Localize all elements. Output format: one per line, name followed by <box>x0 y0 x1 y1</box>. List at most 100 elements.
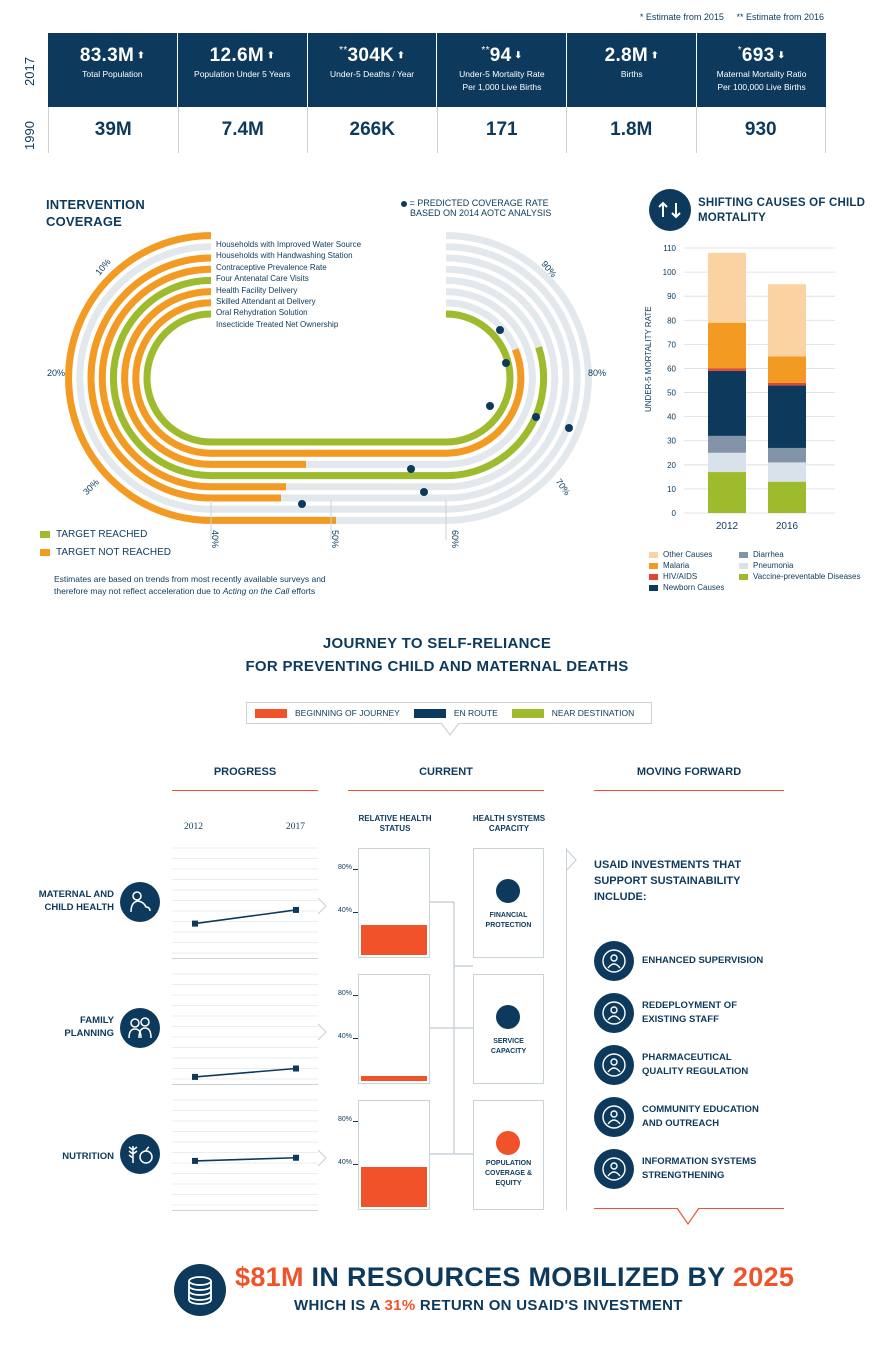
return-pct: 31% <box>384 1297 416 1314</box>
stat-cell-2017: 83.3M ⬆ Total Population <box>48 33 178 107</box>
legend-item: Diarrhea <box>739 550 784 559</box>
journey-legend: BEGINNING OF JOURNEY EN ROUTE NEAR DESTINA… <box>246 702 652 724</box>
progress-pointer <box>317 1023 327 1041</box>
y-tick-label: 50 <box>667 389 676 398</box>
causes-bar-chart: 0 10 20 30 40 50 60 70 80 90 100 110 2012 2016 <box>663 244 835 532</box>
journey-title-line2: FOR PREVENTING CHILD AND MATERNAL DEATHS <box>245 658 629 675</box>
x-tick-label: 2016 <box>776 521 799 532</box>
pct-80: 80% <box>588 368 607 378</box>
predicted-dot <box>298 500 306 508</box>
stats-row-2017: 83.3M ⬆ Total Population 12.6M ⬆ Population U… <box>48 33 826 107</box>
capacity-connectors <box>430 901 473 1155</box>
investment-icon-glyph <box>602 1001 626 1025</box>
predicted-note: = PREDICTED COVERAGE RATE BASED ON 2014 … <box>401 198 551 218</box>
row-icon-glyph <box>130 891 151 913</box>
row-label-line2: PLANNING <box>64 1028 114 1039</box>
legend-item: Newborn Causes <box>649 583 724 592</box>
health-status-fill <box>361 925 427 955</box>
journey-legend-item: EN ROUTE <box>413 708 498 718</box>
health-status-box <box>358 1100 430 1210</box>
investment-item: REDEPLOYMENT OF EXISTING STAFF <box>594 993 737 1033</box>
coverage-title-line2: COVERAGE <box>46 214 123 229</box>
inv-title-line2: SUPPORT SUSTAINABILITY <box>594 875 741 887</box>
capacity-status-dot <box>496 1005 520 1029</box>
track-label: Insecticide Treated Net Ownership <box>216 319 339 329</box>
stats-table: 83.3M ⬆ Total Population 12.6M ⬆ Population U… <box>48 33 826 153</box>
tick-80: 80% <box>338 990 353 997</box>
stat-label: Under-5 Mortality Rate <box>459 69 545 79</box>
return-subline: WHICH IS A 31% RETURN ON USAID'S INVESTM… <box>294 1297 683 1314</box>
capacity-label-line2: PROTECTION <box>485 922 532 929</box>
journey-legend-swatch <box>255 708 287 718</box>
progress-rule <box>172 958 318 959</box>
track-coverage-not_reached <box>98 265 286 491</box>
coverage-title-line1: INTERVENTION <box>46 197 145 212</box>
investment-text: INFORMATION SYSTEMS STRENGTHENING <box>642 1155 756 1183</box>
investment-item: COMMUNITY EDUCATION AND OUTREACH <box>594 1097 759 1137</box>
track-coverage-not_reached <box>87 254 281 502</box>
legend-reached-swatch <box>40 531 50 538</box>
arrow-up-icon: ⬆ <box>397 50 405 61</box>
capacity-label-line1: SERVICE <box>493 1038 524 1045</box>
predicted-line2: BASED ON 2014 AOTC ANALYSIS <box>410 208 552 218</box>
footnote-post: efforts <box>289 586 316 596</box>
progress-point-2017 <box>293 906 299 913</box>
y-tick-label: 60 <box>667 364 676 373</box>
capacity-status-dot <box>496 879 520 903</box>
stat-value: **94 ⬇ <box>437 45 566 67</box>
legend-item: HIV/AIDS <box>649 572 697 581</box>
sub-systems-capacity: HEALTH SYSTEMS CAPACITY <box>472 814 546 833</box>
bar-segment <box>768 481 806 513</box>
amount: $81M <box>235 1262 304 1292</box>
journey-legend-label: NEAR DESTINATION <box>551 708 635 718</box>
investment-line1: COMMUNITY EDUCATION <box>642 1104 759 1115</box>
predicted-dot <box>502 359 510 367</box>
journey-legend-label: BEGINNING OF JOURNEY <box>295 708 400 718</box>
col-forward: MOVING FORWARD <box>636 766 742 778</box>
journey-legend-item: BEGINNING OF JOURNEY <box>255 708 400 718</box>
progress-line <box>194 1067 297 1078</box>
col-progress: PROGRESS <box>213 766 277 778</box>
progress-charts <box>172 847 327 1206</box>
inv-title-line3: INCLUDE: <box>594 891 647 903</box>
legend-item: Pneumonia <box>739 561 793 570</box>
investment-text: COMMUNITY EDUCATION AND OUTREACH <box>642 1103 759 1131</box>
health-status-box <box>358 974 430 1084</box>
bar-segment <box>768 284 806 357</box>
investment-icon-glyph <box>602 949 626 973</box>
y-tick-label: 10 <box>667 485 676 494</box>
pct-20: 20% <box>47 368 66 378</box>
y-tick-label: 80 <box>667 316 676 325</box>
x-tick-label: 2012 <box>716 521 739 532</box>
stat-value: 12.6M ⬆ <box>178 45 307 67</box>
nutrition-icon <box>120 1134 160 1174</box>
tick-mark <box>353 1121 358 1122</box>
stats-row-1990: 39M 7.4M 266K 171 1.8M 930 <box>48 107 826 153</box>
bar-segment <box>708 370 746 436</box>
investment-line2: STRENGTHENING <box>642 1170 725 1181</box>
pct-50: 50% <box>330 529 341 549</box>
sub-health-status: RELATIVE HEALTH STATUS <box>358 814 432 833</box>
journey-legend-swatch <box>511 708 544 718</box>
capacity-box: FINANCIAL PROTECTION <box>473 848 544 958</box>
stat-cell-2017: 12.6M ⬆ Population Under 5 Years <box>178 33 308 107</box>
arrow-up-icon: ⬆ <box>137 50 145 61</box>
investment-item: PHARMACEUTICAL QUALITY REGULATION <box>594 1045 748 1085</box>
family-icon <box>120 1008 160 1048</box>
pct-60: 60% <box>450 529 461 549</box>
investment-text: ENHANCED SUPERVISION <box>642 954 763 968</box>
stat-label-2: Per 100,000 Live Births <box>717 82 806 92</box>
track-label: Households with Improved Water Source <box>216 240 362 249</box>
stat-label: Maternal Mortality Ratio <box>716 69 807 79</box>
year-label-1990: 1990 <box>22 121 37 150</box>
community-icon <box>594 1097 634 1137</box>
tick-mark <box>353 912 358 913</box>
legend-reached: TARGET REACHED <box>40 529 147 540</box>
track-coverage-reached <box>109 276 548 480</box>
health-status-fill <box>361 1075 427 1081</box>
footnote-pre: therefore may not reflect acceleration d… <box>54 586 223 596</box>
bar-segment <box>708 452 746 473</box>
stat-number: 94 <box>489 45 512 66</box>
investment-icon-glyph <box>602 1105 626 1129</box>
pct-40: 40% <box>210 529 221 549</box>
